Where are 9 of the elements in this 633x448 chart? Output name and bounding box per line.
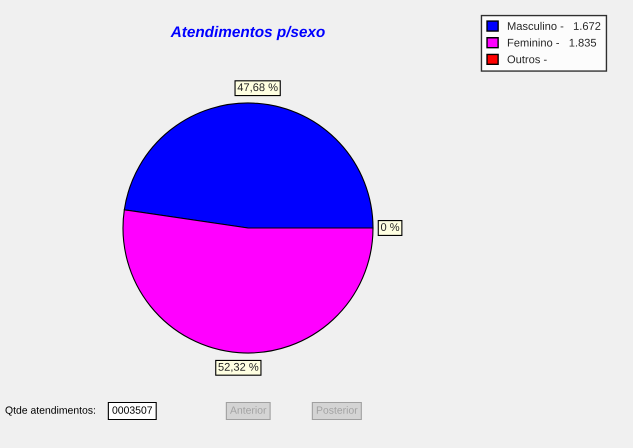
legend-label: Outros - [508,55,547,64]
data-label: 47,68 % [238,83,278,92]
data-label: 52,32 % [218,362,258,372]
text: Qtde atendimentos: [5,406,95,416]
text: 0003507 [112,406,152,414]
legend-label: Masculino - 1.672 [508,22,600,30]
text: 0 % [380,223,400,231]
legend-label: Feminino - 1.835 [508,38,596,47]
text: Atendimentos p/sexo [170,26,325,40]
